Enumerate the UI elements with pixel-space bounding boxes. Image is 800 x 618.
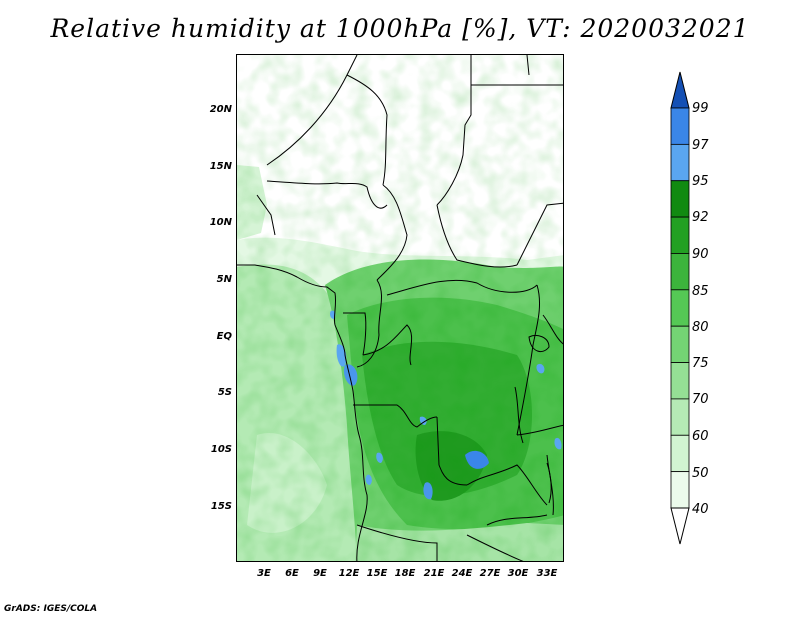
colorbar-segment bbox=[670, 471, 690, 509]
lat-tick-label: 20N bbox=[209, 104, 232, 115]
border-angola-south bbox=[356, 524, 438, 561]
colorbar-label: 70 bbox=[692, 392, 709, 407]
lon-tick-label: 3E bbox=[257, 568, 271, 579]
lon-tick-label: 27E bbox=[479, 568, 501, 579]
lat-tick-label: 5N bbox=[216, 274, 232, 285]
colorbar-label: 97 bbox=[692, 138, 709, 153]
lake-victoria bbox=[528, 334, 550, 353]
lon-tick-label: 12E bbox=[338, 568, 360, 579]
colorbar-label: 90 bbox=[692, 247, 709, 262]
lon-tick-label: 15E bbox=[366, 568, 388, 579]
lon-tick-label: 6E bbox=[285, 568, 299, 579]
field-95-97 bbox=[423, 482, 433, 500]
lon-tick-label: 21E bbox=[423, 568, 445, 579]
field-95-97 bbox=[536, 363, 545, 374]
colorbar-label: 95 bbox=[692, 174, 709, 189]
colorbar-top-triangle bbox=[670, 71, 690, 109]
colorbar-label: 50 bbox=[692, 466, 709, 481]
colorbar-label: 60 bbox=[692, 429, 709, 444]
border-sahel-5 bbox=[256, 194, 276, 236]
border-kenya bbox=[542, 314, 563, 345]
lon-tick-label: 18E bbox=[394, 568, 416, 579]
border-sahel-3 bbox=[436, 204, 518, 268]
border-tanzania bbox=[516, 424, 563, 436]
colorbar-segment bbox=[670, 434, 690, 473]
field-95-97 bbox=[419, 416, 427, 425]
lon-tick-label: 24E bbox=[451, 568, 473, 579]
coastline-west-africa bbox=[237, 264, 368, 561]
lat-tick-label: 10S bbox=[210, 444, 232, 455]
border-south bbox=[466, 534, 524, 561]
lake-tanganyika bbox=[514, 386, 524, 444]
map-canvas bbox=[237, 55, 563, 561]
colorbar-segment bbox=[670, 398, 690, 436]
border-north-1 bbox=[266, 55, 358, 166]
border-sahel-4 bbox=[516, 202, 563, 266]
lat-tick-label: 10N bbox=[209, 217, 232, 228]
colorbar-segment bbox=[670, 325, 690, 363]
border-zimbabwe bbox=[486, 514, 548, 526]
colorbar-segment bbox=[670, 143, 690, 182]
map-title: Relative humidity at 1000hPa [%], VT: 20… bbox=[50, 14, 750, 43]
colorbar-segment bbox=[670, 216, 690, 254]
border-north-5 bbox=[526, 55, 530, 76]
border-car bbox=[386, 279, 538, 296]
lat-tick-label: 5S bbox=[217, 387, 232, 398]
colorbar-segment bbox=[670, 107, 690, 145]
credit-text: GrADS: IGES/COLA bbox=[4, 604, 98, 614]
border-sahel-2 bbox=[376, 184, 408, 281]
field-95-97 bbox=[365, 474, 372, 485]
border-angola-north bbox=[353, 404, 438, 428]
border-congo-1 bbox=[343, 312, 367, 356]
colorbar-segment bbox=[670, 362, 690, 400]
map-panel bbox=[236, 54, 564, 562]
border-zambia bbox=[466, 464, 548, 506]
colorbar-segment bbox=[670, 289, 690, 327]
border-angola-east bbox=[436, 416, 468, 486]
colorbar-segment bbox=[670, 253, 690, 291]
lat-tick-label: EQ bbox=[216, 331, 232, 342]
border-congo-2 bbox=[362, 324, 413, 366]
lake-malawi bbox=[546, 462, 552, 504]
lon-tick-label: 9E bbox=[313, 568, 327, 579]
colorbar-label: 85 bbox=[692, 284, 709, 299]
colorbar-label: 92 bbox=[692, 210, 709, 225]
border-sahel-1 bbox=[266, 180, 388, 209]
colorbar-label: 40 bbox=[692, 502, 709, 517]
colorbar-label: 99 bbox=[692, 101, 709, 116]
lat-tick-label: 15N bbox=[209, 161, 232, 172]
border-cameroon bbox=[356, 279, 382, 368]
field-95-97 bbox=[376, 452, 383, 463]
colorbar-bottom-triangle bbox=[670, 507, 690, 545]
field-95-97 bbox=[465, 450, 489, 469]
colorbar-bar bbox=[670, 71, 690, 545]
border-north-3 bbox=[436, 55, 472, 206]
borders bbox=[237, 55, 563, 561]
border-north-2 bbox=[346, 74, 388, 186]
border-drc-east bbox=[516, 284, 540, 436]
colorbar-label: 80 bbox=[692, 320, 709, 335]
lon-tick-label: 30E bbox=[507, 568, 529, 579]
humidity-field bbox=[237, 55, 563, 561]
lon-tick-label: 33E bbox=[536, 568, 558, 579]
field-95-97 bbox=[554, 437, 562, 450]
colorbar-segment bbox=[670, 180, 690, 218]
field-95-97 bbox=[343, 364, 358, 386]
colorbar-label: 75 bbox=[692, 356, 709, 371]
lat-tick-label: 15S bbox=[210, 501, 232, 512]
